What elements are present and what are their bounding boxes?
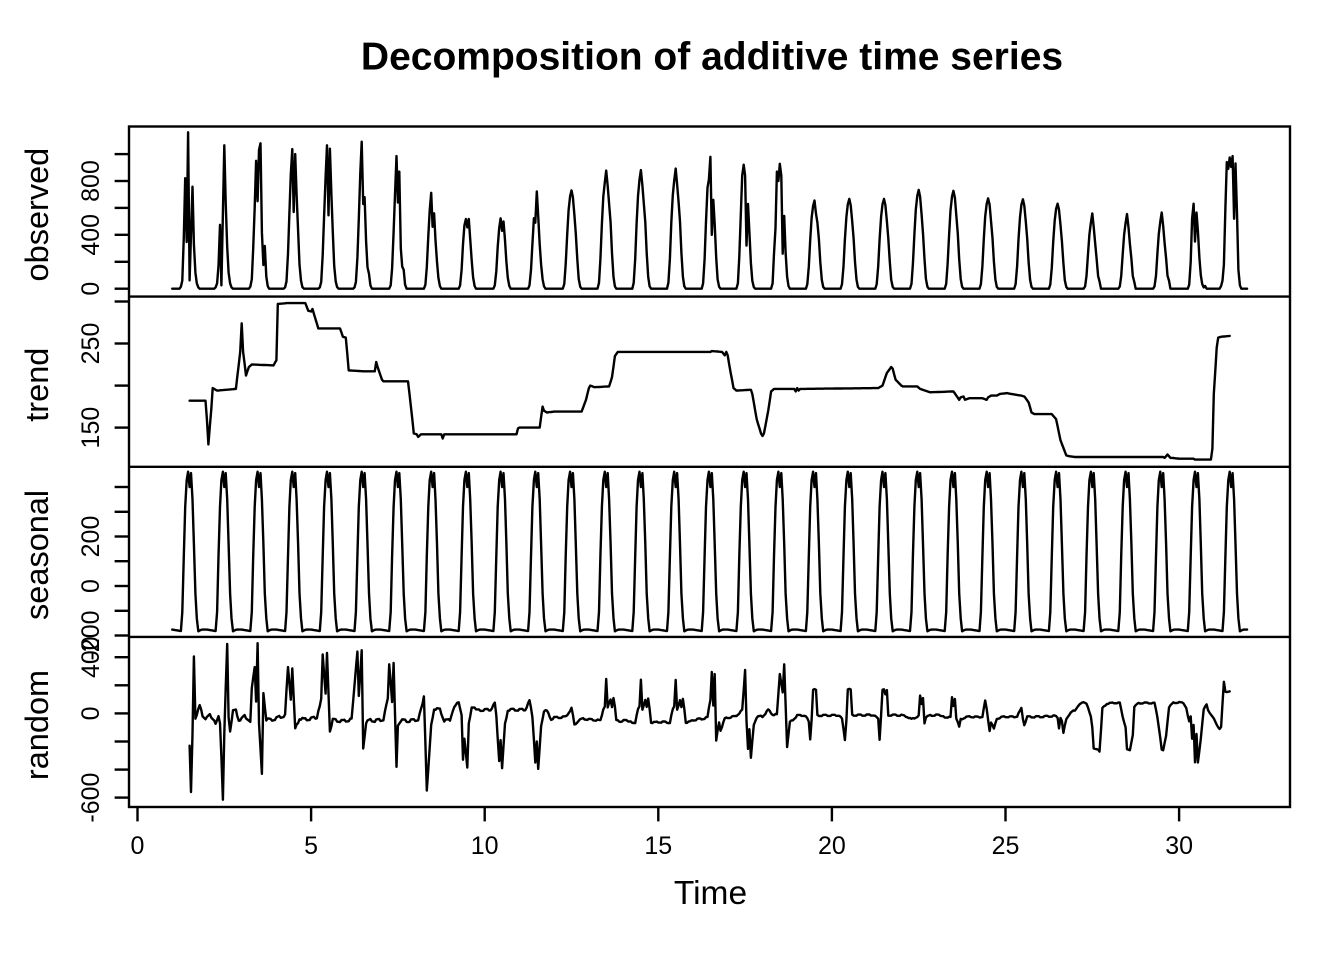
svg-text:random: random (19, 670, 55, 780)
svg-text:0: 0 (131, 832, 145, 860)
svg-text:-200: -200 (77, 610, 105, 660)
svg-text:150: 150 (77, 407, 105, 449)
svg-text:400: 400 (77, 636, 105, 678)
svg-text:observed: observed (19, 148, 55, 282)
svg-text:0: 0 (77, 282, 105, 296)
svg-text:Decomposition of additive time: Decomposition of additive time series (361, 36, 1063, 79)
svg-text:400: 400 (77, 214, 105, 256)
svg-text:800: 800 (77, 160, 105, 202)
svg-text:200: 200 (77, 516, 105, 558)
svg-text:25: 25 (992, 832, 1020, 860)
svg-text:0: 0 (77, 579, 105, 593)
svg-text:-600: -600 (77, 773, 105, 823)
svg-text:0: 0 (77, 706, 105, 720)
svg-text:trend: trend (19, 348, 55, 422)
svg-text:20: 20 (818, 832, 846, 860)
svg-text:5: 5 (304, 832, 318, 860)
svg-text:250: 250 (77, 323, 105, 365)
svg-text:Time: Time (674, 875, 747, 912)
svg-text:seasonal: seasonal (19, 490, 55, 620)
svg-text:15: 15 (644, 832, 672, 860)
svg-text:30: 30 (1165, 832, 1193, 860)
svg-text:10: 10 (471, 832, 499, 860)
